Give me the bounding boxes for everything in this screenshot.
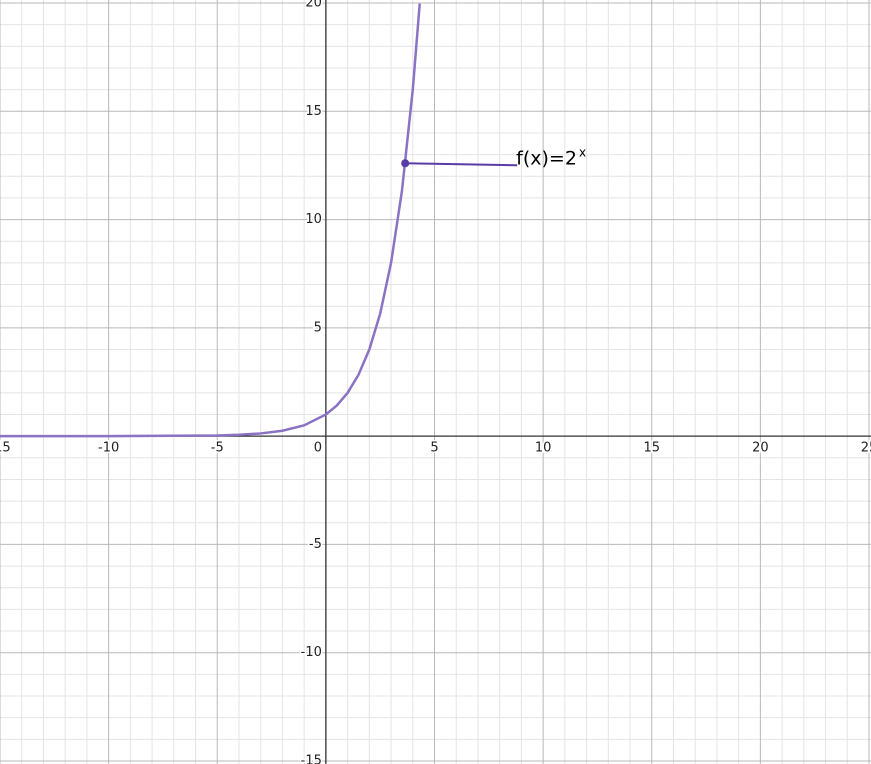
annotation: f(x)=2 x	[516, 145, 586, 169]
y-tick-label: -5	[309, 537, 322, 552]
y-tick-label: -10	[301, 645, 322, 660]
annotation-superscript: x	[579, 145, 586, 159]
label-leader	[405, 162, 518, 167]
y-tick-label: 15	[305, 104, 322, 119]
x-tick-label: 25	[861, 441, 871, 456]
x-tick-label: 0	[314, 441, 322, 456]
x-tick-label: 20	[752, 441, 769, 456]
y-tick-label: 5	[314, 320, 322, 335]
x-tick-label: 5	[430, 441, 438, 456]
x-tick-label: -5	[211, 441, 224, 456]
x-tick-label: -15	[0, 441, 11, 456]
curve	[0, 3, 421, 438]
x-tick-label: 10	[535, 441, 552, 456]
y-tick-label: 10	[305, 212, 322, 227]
annotation-text: f(x)=2	[516, 147, 577, 169]
y-tick-label: -15	[301, 754, 322, 764]
x-tick-label: -10	[98, 441, 119, 456]
y-tick-label: 20	[305, 0, 322, 11]
x-tick-label: 15	[643, 441, 660, 456]
point	[401, 159, 410, 168]
